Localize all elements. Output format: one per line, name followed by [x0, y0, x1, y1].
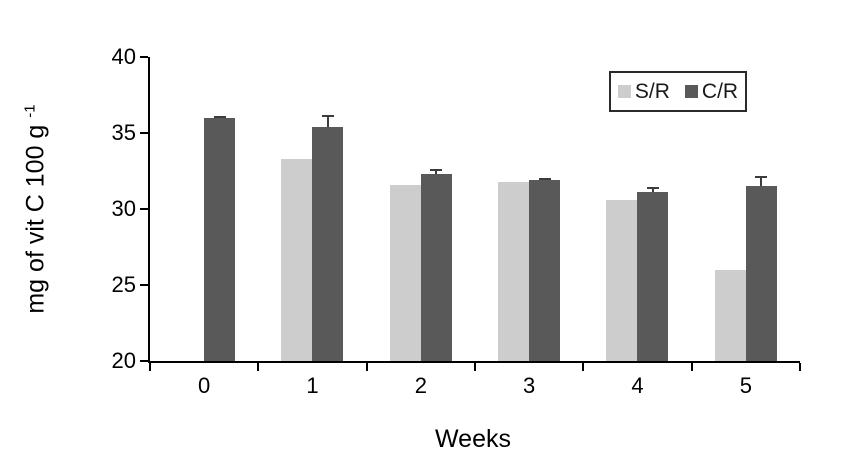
error-bar-stem: [651, 186, 654, 193]
x-axis-category-label: 4: [631, 373, 644, 398]
x-axis-title: Weeks: [435, 425, 511, 453]
error-bar-cap: [538, 177, 551, 180]
legend-swatch-sr: [617, 85, 631, 98]
error-bar-stem: [326, 114, 329, 127]
x-axis-category-label: 0: [198, 373, 211, 398]
x-axis-tick: [474, 363, 476, 371]
error-bar-cr-week-2: [429, 168, 443, 175]
error-bar-cr-week-0: [213, 115, 227, 118]
error-bar-stem: [760, 175, 763, 187]
y-axis-tick: [140, 284, 148, 286]
bar-sr-week-1: [281, 158, 313, 361]
error-bar-cap: [755, 175, 768, 178]
y-axis-tick: [140, 56, 148, 58]
bar-sr-week-5: [714, 269, 746, 361]
bar-group-week-2: [367, 57, 475, 361]
error-bar-cap: [646, 186, 659, 189]
x-axis-category-label: 3: [523, 373, 536, 398]
x-axis-category-label: 1: [306, 373, 319, 398]
error-bar-cr-week-5: [754, 175, 768, 187]
plot-area: 40 35 30 25 20 0 1 2 3 4 5: [112, 44, 801, 398]
bar-group-week-3: [475, 57, 583, 361]
legend-label-sr: S/R: [634, 79, 670, 103]
legend-item-sr: S/R: [617, 79, 670, 104]
y-axis-tick-label: 30: [111, 196, 136, 221]
legend: S/R C/R: [609, 71, 747, 112]
x-axis-tick: [690, 363, 693, 371]
bar-cr-week-2: [420, 168, 452, 361]
x-axis-tick: [149, 363, 151, 371]
y-axis-title-text: mg of vit C 100 g: [21, 124, 50, 314]
error-bar-cr-week-3: [538, 177, 552, 181]
x-axis-tick: [799, 363, 801, 371]
y-axis-tick: [140, 360, 148, 362]
y-axis-tick-label: 25: [111, 272, 136, 297]
error-bar-cap: [321, 114, 334, 117]
legend-label-cr: C/R: [701, 79, 739, 103]
x-axis-tick: [257, 363, 260, 371]
x-axis-category-label: 5: [739, 373, 752, 398]
bar-group-week-0: [150, 57, 258, 361]
legend-item-cr: C/R: [684, 79, 739, 104]
bar-cr-week-1: [312, 114, 344, 361]
bar-group-week-4: [583, 57, 691, 361]
error-bar-cr-week-1: [321, 114, 335, 127]
y-axis-title-superscript: -1: [21, 104, 39, 118]
y-axis-tick-label: 40: [111, 44, 136, 69]
y-axis-tick: [140, 208, 148, 210]
y-axis-title: mg of vit C 100 g -1: [21, 104, 50, 313]
y-axis-tick-label: 35: [111, 120, 136, 145]
x-axis-category-label: 2: [414, 373, 427, 398]
bar-group-week-5: [692, 57, 800, 361]
bar-sr-week-4: [606, 199, 638, 361]
x-axis-tick: [582, 363, 585, 371]
bar-sr-week-2: [389, 184, 421, 361]
y-axis-tick: [140, 132, 148, 134]
bar-cr-week-3: [529, 177, 561, 361]
bar-group-week-1: [258, 57, 366, 361]
error-bar-cr-week-4: [646, 186, 660, 193]
y-axis-tick-label: 20: [111, 348, 136, 373]
bar-cr-week-0: [204, 115, 236, 361]
error-bar-cap: [430, 168, 443, 171]
x-axis-tick: [365, 363, 368, 371]
bar-cr-week-5: [745, 175, 777, 361]
error-bar-cap: [213, 115, 226, 118]
legend-swatch-cr: [684, 85, 698, 98]
bar-cr-week-4: [637, 186, 669, 361]
bar-sr-week-3: [498, 181, 530, 361]
error-bar-stem: [435, 168, 438, 175]
